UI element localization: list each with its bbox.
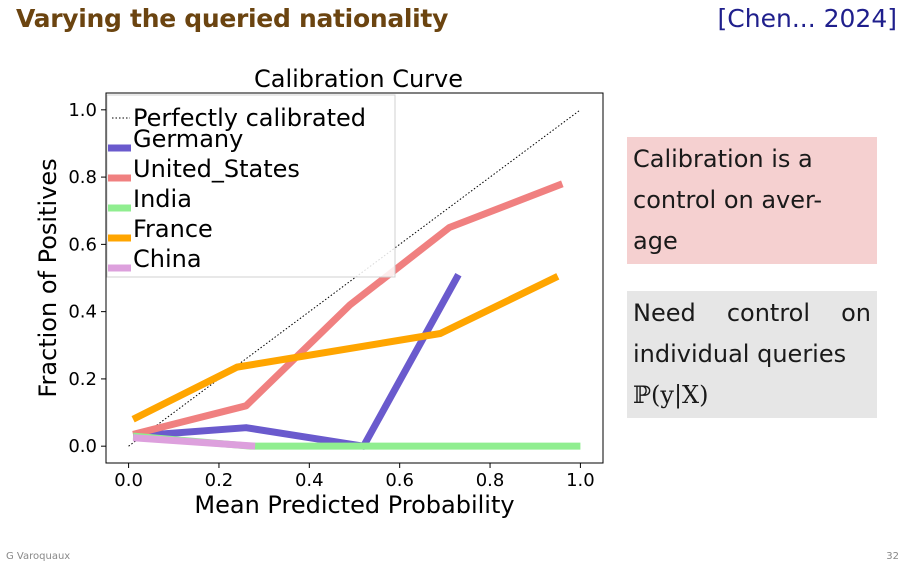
legend-label-china: China (133, 245, 202, 273)
x-tick-label: 0.4 (295, 470, 324, 491)
y-tick-label: 0.2 (68, 369, 97, 390)
calibration-note-box: Calibration is a control on aver- age (627, 137, 877, 264)
legend-label-france: France (133, 215, 213, 243)
x-tick-label: 1.0 (566, 470, 595, 491)
reference-line (128, 109, 581, 447)
plot-frame (105, 92, 604, 464)
y-axis-label: Fraction of Positives (34, 158, 62, 397)
x-tick-label: 0.0 (114, 470, 143, 491)
series-line-china (132, 434, 256, 450)
calibration-chart: Calibration Curve 0.0 0.2 0.4 0.6 0.8 1.0 0.0 0.… (34, 65, 604, 519)
series-line-germany (132, 272, 462, 450)
page-number: 32 (886, 551, 899, 562)
legend-label-reference: Perfectly calibrated (133, 104, 366, 132)
legend-label-india: India (133, 185, 192, 213)
series-line-france (131, 273, 560, 423)
footer-author: G Varoquaux (6, 551, 71, 562)
x-axis-label: Mean Predicted Probability (194, 491, 514, 519)
calibration-note-text: Calibration is a (633, 145, 813, 173)
legend-label-united-states: United_States (133, 155, 300, 183)
x-tick-label: 0.2 (205, 470, 234, 491)
legend-label-germany: Germany (133, 125, 243, 153)
calibration-note-text-line2: control on aver- (633, 186, 823, 214)
y-tick-label: 0.8 (68, 167, 97, 188)
x-tick-label: 0.6 (385, 470, 414, 491)
individual-queries-text: individual queries (633, 340, 847, 368)
calibration-note-text-line3: age (633, 227, 678, 255)
probability-formula: ℙ(y|X) (633, 381, 709, 409)
slide-title: Varying the queried nationality (16, 4, 449, 33)
need-control-box: Need control on individual queries ℙ(y|X… (627, 291, 877, 418)
y-tick-label: 0.4 (68, 302, 97, 323)
citation[interactable]: [Chen... 2024] (717, 4, 897, 33)
y-tick-label: 0.6 (68, 234, 97, 255)
y-tick-label: 1.0 (68, 100, 97, 121)
x-tick-label: 0.8 (476, 470, 505, 491)
need-control-text: Need control on (633, 299, 871, 327)
series-line-united-states (132, 180, 564, 438)
chart-title: Calibration Curve (254, 65, 463, 93)
legend-box (106, 94, 396, 278)
y-tick-label: 0.0 (68, 436, 97, 457)
